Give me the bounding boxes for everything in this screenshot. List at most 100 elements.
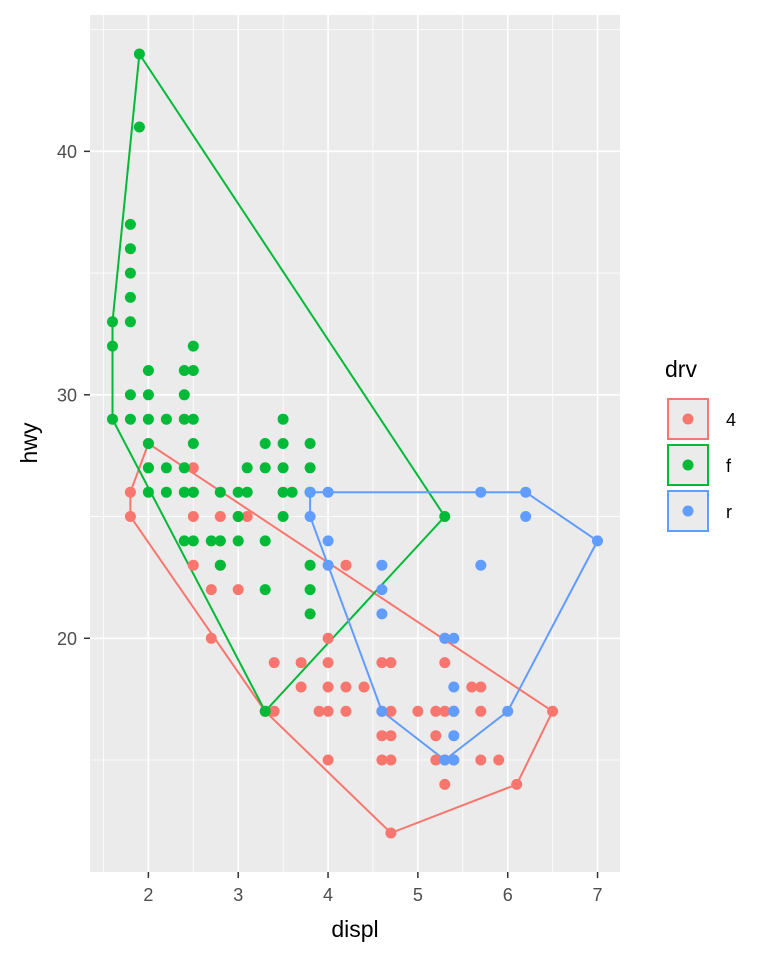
y-tick-label: 30 [57,385,77,405]
point-f [107,413,118,425]
legend-key-border-r [667,490,709,532]
panel-background [90,15,620,872]
point-4 [547,705,559,717]
point-4 [205,632,217,644]
point-f [214,535,226,547]
point-4 [340,559,352,571]
point-4 [439,778,451,790]
point-f [142,365,154,376]
point-f [124,291,136,303]
point-4 [322,657,334,669]
point-f [124,413,136,425]
point-f [142,389,154,401]
y-tick-label: 40 [57,142,77,162]
point-4 [187,511,199,522]
point-f [107,316,118,328]
point-r [376,559,388,571]
point-f [160,462,172,474]
point-4 [124,486,136,498]
legend-key-point-r [682,505,694,517]
point-f [259,705,271,717]
point-4 [214,511,226,522]
point-4 [430,705,442,717]
point-f [214,486,226,498]
point-f [277,511,289,522]
x-tick-label: 6 [503,885,513,905]
legend-title: drv [665,356,697,382]
point-f [439,511,451,522]
point-f [178,389,190,401]
point-r [475,559,487,571]
x-tick-label: 2 [143,885,153,905]
point-f [178,486,190,498]
point-f [178,462,190,474]
point-r [376,608,388,620]
point-4 [475,681,487,693]
point-4 [322,705,334,717]
point-f [160,413,172,425]
point-f [124,389,136,401]
point-4 [295,657,307,669]
point-r [322,559,334,571]
point-f [124,267,136,279]
point-f [277,413,289,425]
point-f [205,535,217,547]
y-tick-label: 20 [57,629,77,649]
x-axis: 2 3 4 5 6 7 [143,872,603,905]
point-4 [340,705,352,717]
point-f [133,48,145,60]
point-r [520,511,532,522]
point-f [214,559,226,571]
legend-label-f: f [726,456,732,476]
point-f [232,535,244,547]
point-r [304,486,316,498]
point-f [187,486,199,498]
point-layer [107,48,603,839]
point-f [277,438,289,449]
point-f [133,121,145,133]
point-4 [385,827,397,839]
legend-label-4: 4 [726,410,736,430]
point-4 [385,730,397,742]
point-r [322,535,334,547]
point-4 [475,754,487,766]
legend-key-border-4 [667,398,709,440]
point-f [142,438,154,449]
point-r [448,730,460,742]
point-f [142,413,154,425]
point-4 [385,657,397,669]
legend-key-point-f [682,459,694,471]
minor-gridlines [90,15,620,872]
point-4 [412,705,424,717]
point-4 [205,584,217,596]
hull-r [309,491,599,762]
point-f [304,584,316,596]
point-4 [430,754,442,766]
point-4 [376,754,388,766]
point-f [241,486,253,498]
point-r [304,511,316,522]
point-4 [322,754,334,766]
point-r [322,486,334,498]
point-f [187,413,199,425]
point-f [178,365,190,376]
point-4 [268,705,280,717]
point-f [259,438,271,449]
point-r [448,681,460,693]
point-f [259,584,271,596]
point-4 [511,778,523,790]
point-4 [241,511,253,522]
x-axis-title: displ [331,916,378,942]
point-f [160,486,172,498]
point-4 [322,681,334,693]
point-4 [340,681,352,693]
point-4 [493,754,505,766]
point-f [232,486,244,498]
point-f [304,559,316,571]
legend-label-r: r [726,502,732,522]
point-f [142,462,154,474]
point-r [448,754,460,766]
point-f [124,316,136,328]
point-f [187,438,199,449]
point-r [448,705,460,717]
